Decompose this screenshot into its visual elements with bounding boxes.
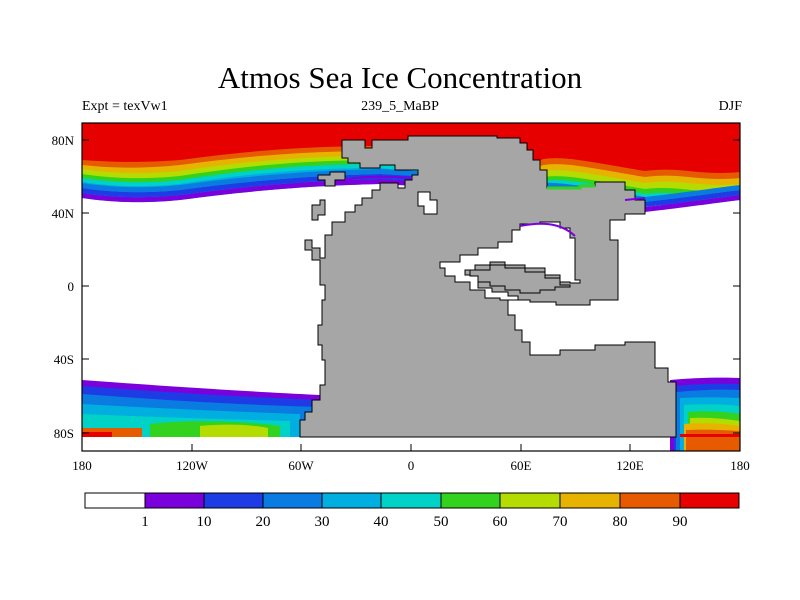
colorbar-swatch: [144, 492, 205, 509]
colorbar-label: 30: [315, 514, 330, 530]
plot-title: Atmos Sea Ice Concentration: [217, 60, 583, 95]
x-axis: 180 120W 60W 0 60E 120E 180: [72, 458, 750, 473]
land-mass: [299, 135, 677, 438]
colorbar-label: 40: [374, 514, 389, 530]
colorbar-swatch: [499, 492, 561, 509]
x-tick-label: 60W: [288, 458, 314, 473]
colorbar-swatch: [203, 492, 264, 509]
colorbar-label: 50: [434, 514, 449, 530]
colorbar-swatch: [679, 492, 740, 509]
colorbar-label: 1: [141, 514, 149, 530]
y-tick-label: 40N: [52, 206, 75, 221]
colorbar: 1 10 20 30 40 50 60 70 80 90: [84, 492, 740, 530]
map-field: [82, 123, 740, 451]
colorbar-swatch: [380, 492, 442, 509]
x-tick-label: 0: [408, 458, 415, 473]
y-tick-label: 80S: [54, 426, 74, 441]
period-label: 239_5_MaBP: [361, 99, 439, 114]
colorbar-label: 70: [553, 514, 568, 530]
colorbar-swatch: [321, 492, 382, 509]
x-tick-label: 180: [72, 458, 92, 473]
colorbar-label: 90: [673, 514, 688, 530]
season-label: DJF: [718, 99, 742, 114]
colorbar-label: 20: [256, 514, 271, 530]
colorbar-swatch: [262, 492, 323, 509]
x-tick-label: 180: [730, 458, 750, 473]
southern-ice: [82, 377, 740, 451]
y-axis: 80N 40N 0 40S 80S: [52, 133, 75, 441]
x-tick-label: 60E: [511, 458, 532, 473]
colorbar-label: 10: [197, 514, 212, 530]
y-tick-label: 40S: [54, 352, 74, 367]
colorbar-swatch: [619, 492, 681, 509]
colorbar-label: 80: [613, 514, 628, 530]
colorbar-swatch: [440, 492, 501, 509]
y-tick-label: 0: [68, 279, 75, 294]
colorbar-label: 60: [493, 514, 508, 530]
colorbar-swatch: [559, 492, 621, 509]
colorbar-swatch: [84, 492, 146, 509]
x-tick-label: 120E: [616, 458, 644, 473]
y-tick-label: 80N: [52, 133, 75, 148]
x-tick-label: 120W: [176, 458, 209, 473]
experiment-label: Expt = texVw1: [82, 99, 168, 114]
